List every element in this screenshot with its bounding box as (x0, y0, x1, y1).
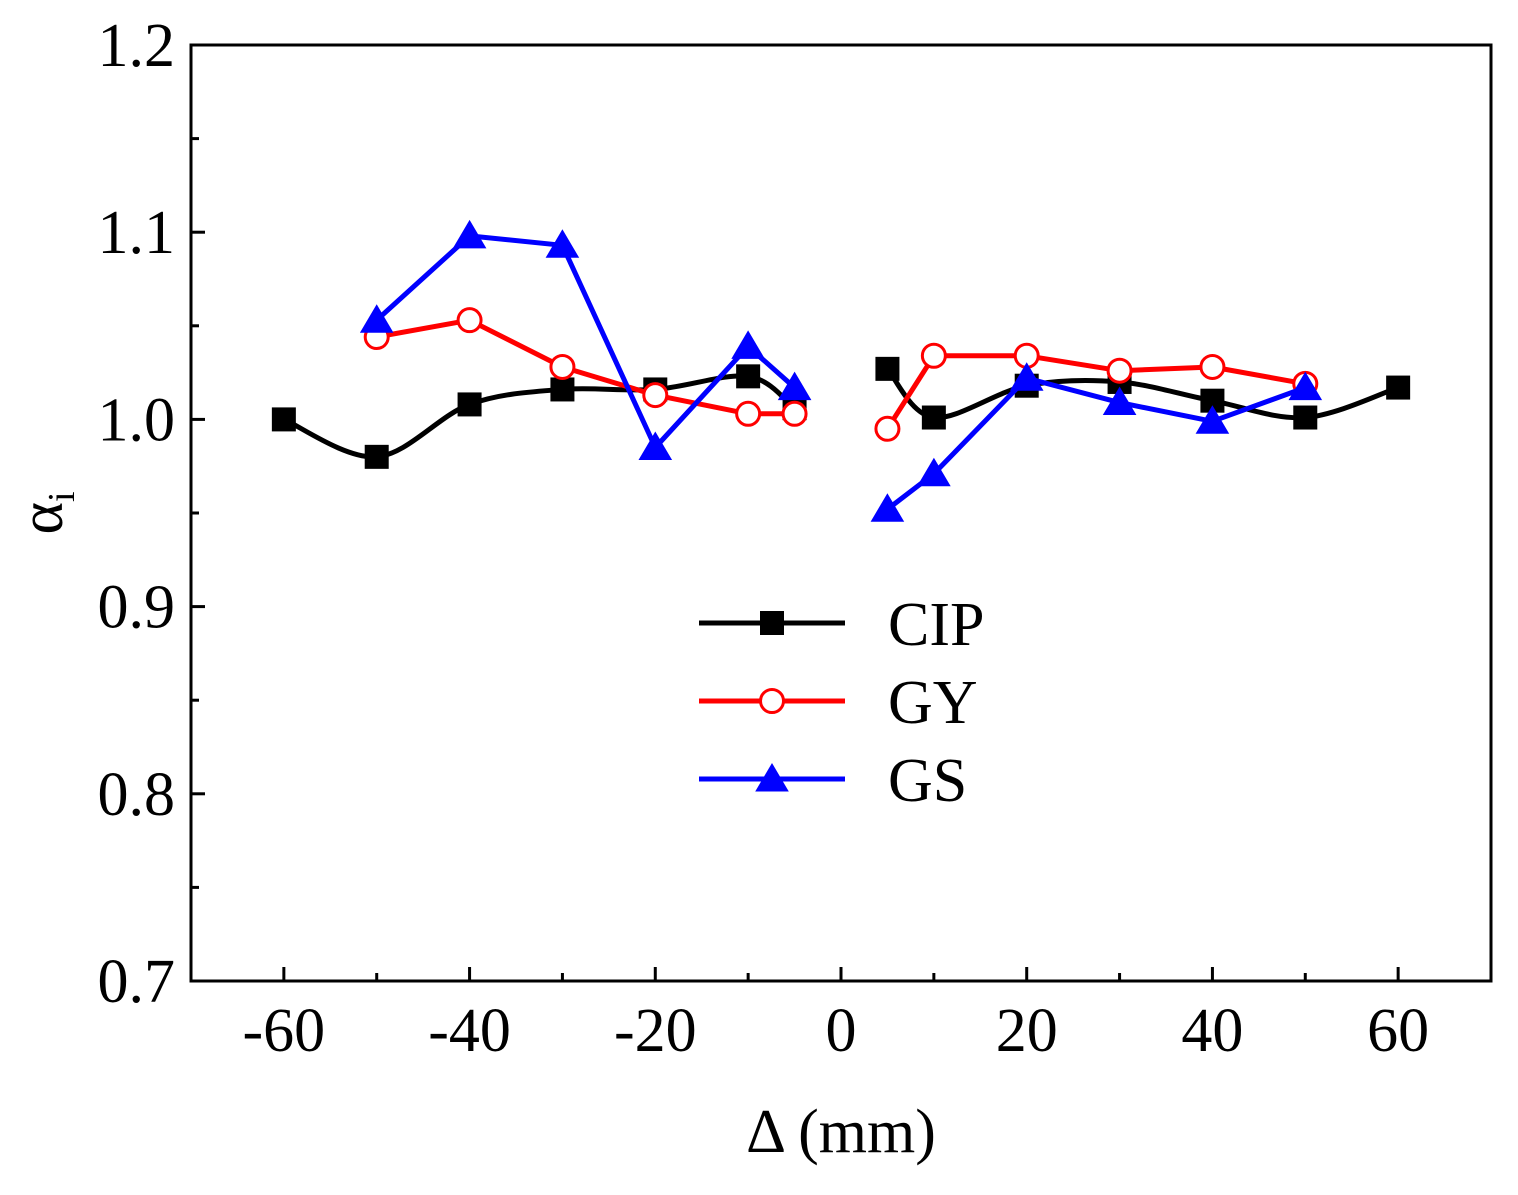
data-point-cip (1293, 405, 1318, 430)
legend-marker-cip (760, 611, 784, 635)
data-point-gy (735, 400, 762, 427)
y-tick-label: 0.8 (98, 761, 176, 829)
x-tick-label: 40 (1181, 997, 1243, 1065)
data-point-cip (271, 407, 296, 432)
data-point-gy (456, 307, 483, 334)
data-point-gy (920, 342, 947, 369)
data-point-gy (874, 415, 901, 442)
y-axis-title-main: α (8, 502, 76, 534)
data-point-gs (452, 219, 487, 249)
y-tick-label: 0.9 (98, 574, 176, 642)
data-point-gs (870, 493, 905, 522)
x-tick-label: 60 (1367, 997, 1429, 1065)
legend-item-gs: GS (699, 747, 967, 815)
y-axis-title-subscript: i (41, 491, 83, 502)
data-point-gs (545, 229, 580, 258)
y-axis-title: αi (8, 491, 83, 534)
series-gs (359, 219, 1323, 522)
series-line-gy (884, 353, 1308, 432)
data-point-gy (781, 400, 808, 427)
legend-label-cip: CIP (888, 591, 984, 659)
data-point-gs (638, 431, 673, 460)
y-tick-label: 1.1 (98, 199, 176, 267)
data-point-gs (359, 304, 394, 333)
data-point-cip (364, 444, 389, 469)
data-point-cip (1386, 375, 1411, 400)
data-point-gy (549, 353, 576, 380)
data-point-gs (1009, 362, 1044, 391)
data-point-gy (1106, 357, 1133, 384)
x-tick-label: -60 (243, 997, 326, 1065)
data-point-gs (1102, 386, 1137, 415)
data-point-cip (736, 364, 761, 389)
x-tick-label: -40 (428, 997, 511, 1065)
legend-item-gy: GY (699, 669, 978, 737)
legend: CIP GY GS (699, 591, 984, 815)
x-tick-label: 20 (996, 997, 1058, 1065)
y-tick-label: 1.0 (98, 386, 176, 454)
series-layer (271, 219, 1411, 522)
legend-label-gs: GS (888, 747, 967, 815)
axes: -60 -40 -20 0 20 40 60 0.7 0.8 0.9 1.0 1.1 1.2 (98, 12, 1430, 1065)
x-axis-title: Δ (mm) (746, 1098, 936, 1166)
data-point-gs (777, 371, 812, 401)
data-point-gs (1288, 371, 1323, 401)
data-point-cip (921, 405, 946, 430)
data-point-gs (1195, 405, 1230, 434)
x-tick-label: 0 (826, 997, 857, 1065)
legend-label-gy: GY (888, 669, 978, 737)
legend-item-cip: CIP (699, 591, 984, 659)
y-tick-label: 0.7 (98, 948, 176, 1016)
data-point-gs (917, 457, 951, 487)
y-tick-label: 1.2 (98, 12, 176, 80)
data-point-cip (550, 377, 575, 402)
plot-frame (189, 43, 1493, 983)
legend-marker-gy (759, 688, 785, 714)
data-point-gs (731, 330, 765, 359)
legend-marker-gs (755, 763, 789, 792)
data-point-cip (875, 356, 900, 381)
data-point-gy (1199, 353, 1226, 380)
data-point-cip (457, 392, 482, 417)
x-tick-label: -20 (614, 997, 697, 1065)
data-point-gy (642, 382, 669, 409)
